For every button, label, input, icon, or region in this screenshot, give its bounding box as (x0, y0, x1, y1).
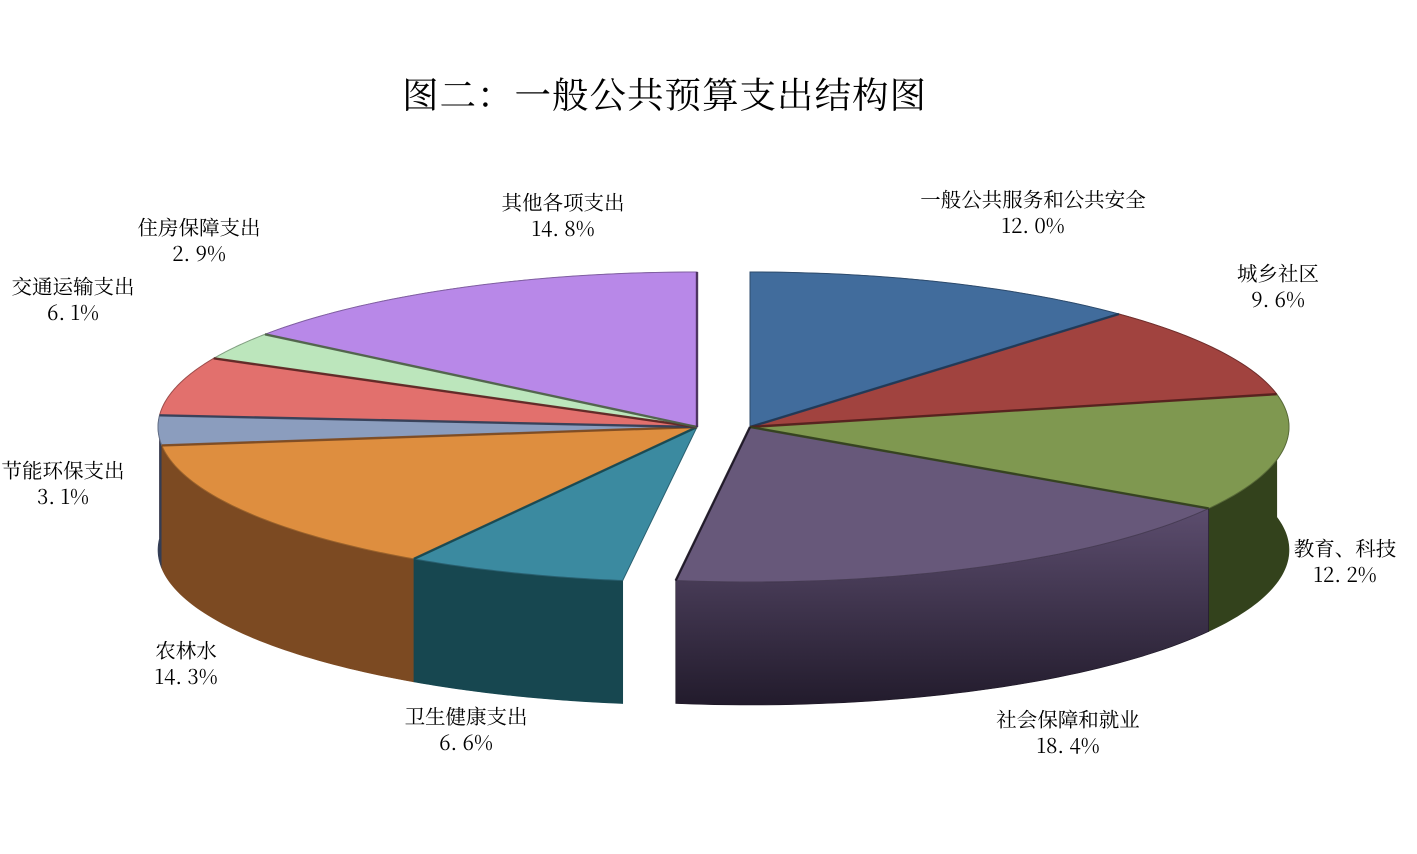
svg-text:6. 6%: 6. 6% (439, 726, 493, 756)
svg-text:18. 4%: 18. 4% (1036, 729, 1099, 759)
svg-text:12. 0%: 12. 0% (1001, 209, 1064, 239)
svg-text:2. 9%: 2. 9% (172, 237, 226, 267)
svg-text:12. 2%: 12. 2% (1313, 558, 1376, 588)
svg-text:14. 3%: 14. 3% (154, 660, 217, 690)
svg-text:9. 6%: 9. 6% (1251, 283, 1305, 313)
svg-text:6. 1%: 6. 1% (47, 296, 99, 326)
svg-text:3. 1%: 3. 1% (37, 480, 89, 510)
svg-text:14. 8%: 14. 8% (531, 212, 594, 242)
